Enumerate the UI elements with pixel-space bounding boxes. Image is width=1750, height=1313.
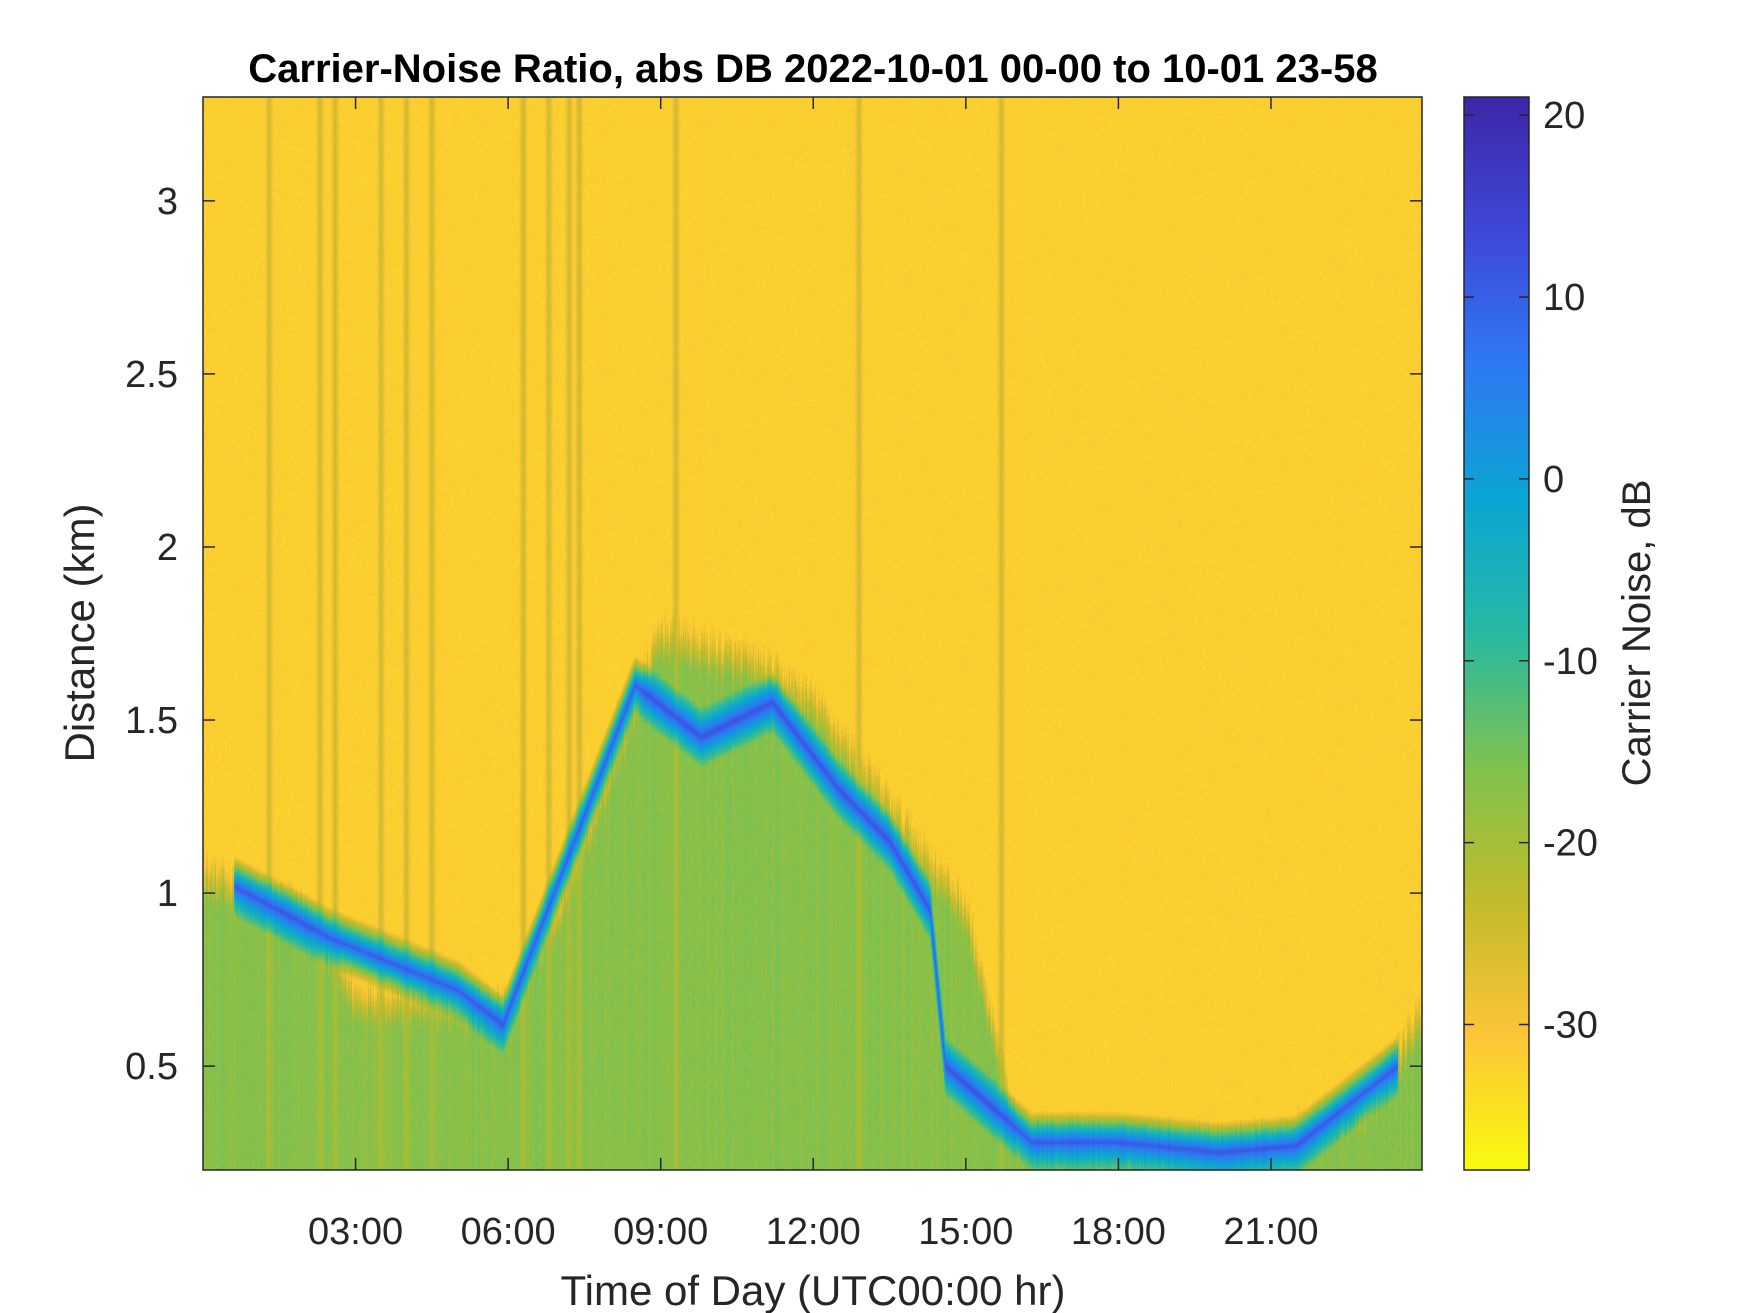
x-tick-label: 09:00 — [613, 1211, 708, 1253]
x-axis: 03:00 06:00 09:00 12:00 15:00 18:00 21:00 — [308, 97, 1319, 1253]
heatmap-image — [203, 97, 1422, 1170]
y-tick-label: 1 — [157, 873, 178, 915]
x-tick-label: 06:00 — [461, 1211, 556, 1253]
colorbar-gradient — [1463, 96, 1530, 1171]
x-axis-label: Time of Day (UTC00:00 hr) — [561, 1267, 1066, 1313]
y-tick-label: 0.5 — [125, 1046, 178, 1088]
x-tick-label: 21:00 — [1223, 1211, 1318, 1253]
colorbar-tick-label: 20 — [1543, 95, 1585, 137]
x-tick-label: 15:00 — [918, 1211, 1013, 1253]
y-axis-label: Distance (km) — [56, 503, 103, 762]
y-tick-label: 2.5 — [125, 354, 178, 396]
y-tick-label: 3 — [157, 181, 178, 223]
colorbar-tick-label: -20 — [1543, 823, 1598, 865]
y-tick-label: 1.5 — [125, 700, 178, 742]
chart-title: Carrier-Noise Ratio, abs DB 2022-10-01 0… — [248, 47, 1377, 91]
colorbar: 20 10 0 -10 -20 -30 Carrier Noise, dB — [1463, 95, 1659, 1171]
plot-frame — [202, 96, 1423, 1171]
y-tick-label: 2 — [157, 527, 178, 569]
colorbar-tick-label: 0 — [1543, 459, 1564, 501]
x-tick-label: 18:00 — [1071, 1211, 1166, 1253]
x-tick-label: 03:00 — [308, 1211, 403, 1253]
colorbar-label: Carrier Noise, dB — [1615, 480, 1659, 787]
x-tick-label: 12:00 — [766, 1211, 861, 1253]
y-axis: 0.5 1 1.5 2 2.5 3 — [125, 181, 1422, 1088]
colorbar-tick-label: 10 — [1543, 277, 1585, 319]
colorbar-ticks: 20 10 0 -10 -20 -30 — [1464, 95, 1598, 1047]
colorbar-tick-label: -10 — [1543, 641, 1598, 683]
colorbar-tick-label: -30 — [1543, 1005, 1598, 1047]
plot-area — [202, 96, 1423, 1171]
